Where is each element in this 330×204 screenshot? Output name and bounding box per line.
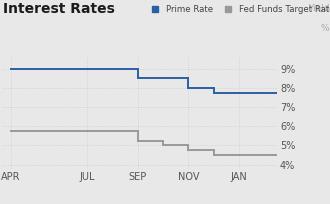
Text: %: % [321,24,329,33]
Text: Interest Rates: Interest Rates [3,2,115,16]
Text: Yield: Yield [308,4,329,13]
Legend: Prime Rate, Fed Funds Target Rate: Prime Rate, Fed Funds Target Rate [146,5,330,14]
